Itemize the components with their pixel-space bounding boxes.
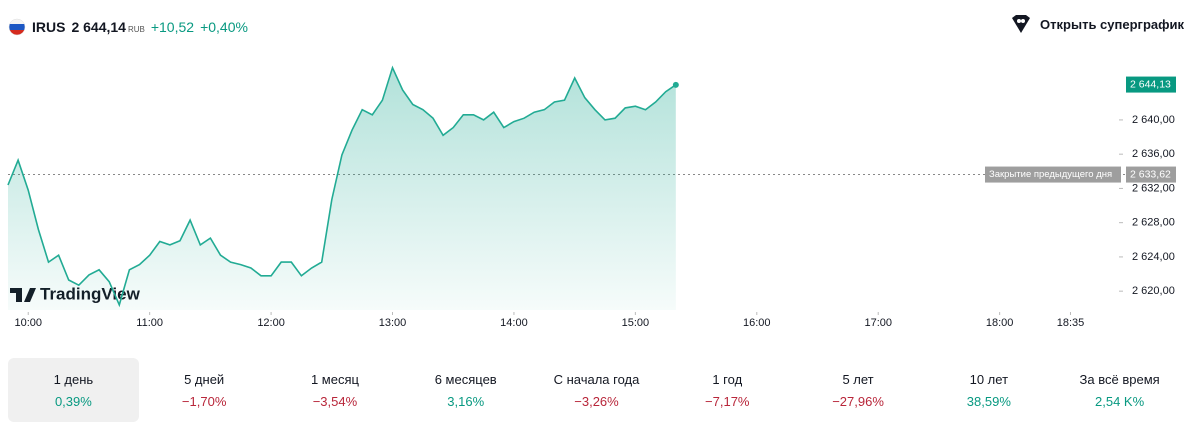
period-label[interactable]: С начала года — [553, 371, 640, 387]
chart: TradingView2 620,002 624,002 628,002 632… — [7, 65, 1176, 329]
period-label[interactable]: За всё время — [1079, 371, 1160, 387]
period-label[interactable]: 10 лет — [969, 371, 1009, 387]
period-change[interactable]: 2,54 K% — [1095, 393, 1145, 409]
y-tick-label: 2 624,00 — [1132, 251, 1175, 263]
button-label[interactable]: Открыть суперграфик — [1040, 16, 1184, 32]
change: +10,52 — [150, 19, 195, 35]
open-superchart-button[interactable]: Открыть суперграфик — [1010, 14, 1184, 34]
y-tick-label: 2 636,00 — [1132, 148, 1175, 160]
period-change[interactable]: 3,16% — [447, 393, 485, 409]
period-tab[interactable]: За всё время 2,54 K% — [1054, 358, 1185, 422]
previous-close-label: 2 633,62 — [1130, 168, 1171, 180]
x-tick-label: 17:00 — [864, 317, 892, 329]
x-tick-label: 13:00 — [379, 317, 407, 329]
previous-close-name-box — [985, 166, 1121, 183]
x-tick-label: 18:00 — [986, 317, 1014, 329]
period-change[interactable]: −3,54% — [312, 393, 358, 409]
period-change[interactable]: 0,39% — [54, 393, 92, 409]
x-tick-label: 18:35 — [1057, 317, 1085, 329]
y-tick-label: 2 620,00 — [1132, 285, 1175, 297]
period-tab[interactable]: 5 лет −27,96% — [793, 358, 924, 422]
period-tab[interactable]: 10 лет 38,59% — [923, 358, 1054, 422]
x-tick-label: 15:00 — [622, 317, 650, 329]
flag-icon — [8, 18, 26, 36]
period-change[interactable]: −27,96% — [832, 393, 884, 409]
period-change[interactable]: −1,70% — [181, 393, 227, 409]
period-tabs: 1 день 0,39% 5 дней −1,70% 1 месяц −3,54% 6 ме… — [8, 358, 1185, 422]
period-tab[interactable]: 1 месяц −3,54% — [270, 358, 401, 422]
period-label[interactable]: 1 месяц — [310, 371, 359, 387]
x-tick-label: 14:00 — [500, 317, 528, 329]
ticker: IRUS — [32, 19, 66, 35]
price-line — [7, 65, 677, 308]
period-label[interactable]: 1 год — [712, 371, 743, 387]
period-label[interactable]: 6 месяцев — [434, 371, 497, 387]
last-price-tag — [1126, 76, 1176, 93]
superchart-icon — [1012, 15, 1031, 33]
last-price-label: 2 644,13 — [1130, 78, 1171, 90]
currency: RUB — [127, 24, 145, 34]
quote-header: IRUS 2 644,14 RUB +10,52 +0,40% — [8, 16, 248, 38]
period-label[interactable]: 5 лет — [842, 371, 874, 387]
period-change[interactable]: −3,26% — [574, 393, 619, 409]
period-tab[interactable]: 6 месяцев 3,16% — [400, 358, 531, 422]
price: 2 644,14 — [71, 19, 126, 35]
x-tick-label: 12:00 — [257, 317, 285, 329]
previous-close-name: Закрытие предыдущего дня — [989, 169, 1112, 180]
y-tick-label: 2 632,00 — [1132, 182, 1175, 194]
period-change[interactable]: 38,59% — [966, 393, 1011, 409]
last-point — [672, 81, 679, 88]
x-tick-label: 16:00 — [743, 317, 771, 329]
period-tab[interactable]: 5 дней −1,70% — [139, 358, 270, 422]
period-tab[interactable]: 1 год −7,17% — [662, 358, 793, 422]
period-tab[interactable]: С начала года −3,26% — [531, 358, 662, 422]
y-tick-label: 2 640,00 — [1132, 114, 1175, 126]
x-tick-label: 10:00 — [14, 317, 42, 329]
y-tick-label: 2 628,00 — [1132, 217, 1175, 229]
x-tick-label: 11:00 — [136, 317, 163, 329]
previous-close-tag — [1126, 166, 1176, 183]
period-label[interactable]: 1 день — [53, 371, 94, 387]
area-fill — [8, 67, 676, 310]
period-change[interactable]: −7,17% — [705, 393, 750, 409]
period-tab[interactable]: 1 день 0,39% — [8, 358, 139, 422]
period-label[interactable]: 5 дней — [184, 371, 225, 387]
change-percent: +0,40% — [200, 19, 248, 35]
